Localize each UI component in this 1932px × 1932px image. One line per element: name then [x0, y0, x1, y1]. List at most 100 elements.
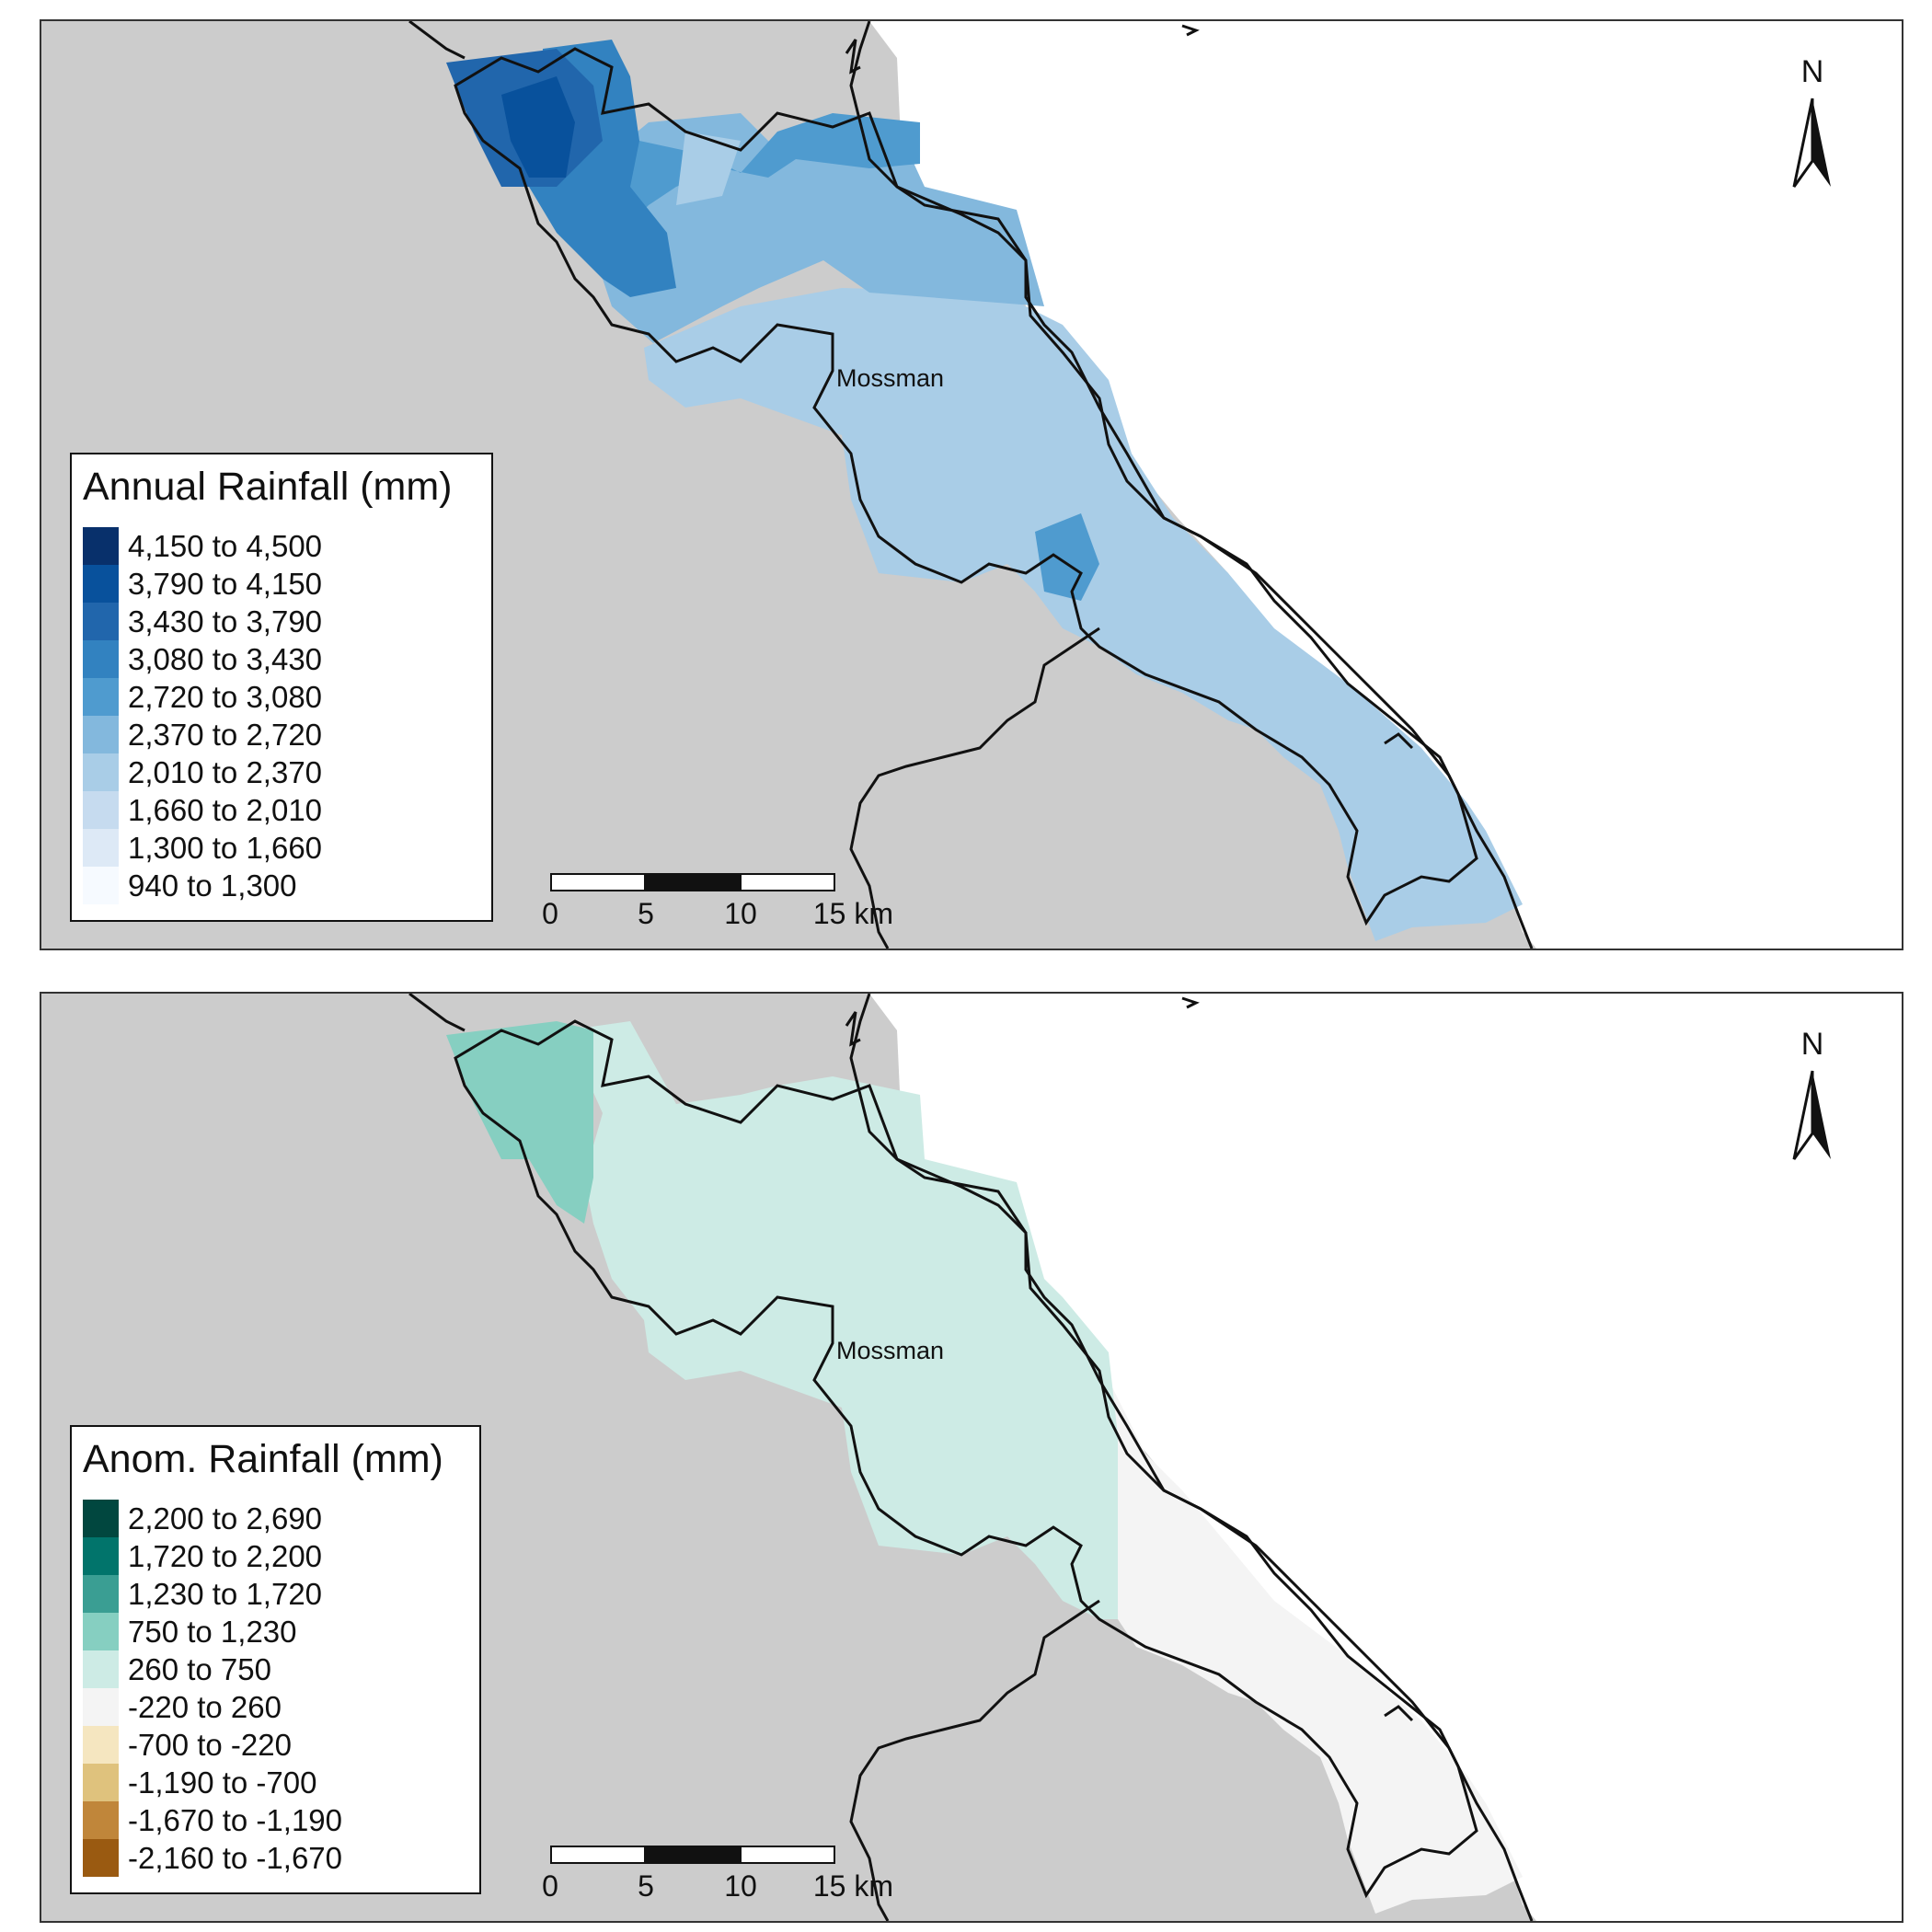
north-arrow: N — [1785, 54, 1840, 190]
legend-swatch — [83, 1801, 119, 1839]
legend-label: 3,080 to 3,430 — [128, 641, 323, 676]
raster-zone-2010-2370-patch — [676, 132, 741, 205]
legend-swatch — [83, 1764, 119, 1801]
rainfall-raster — [446, 40, 1523, 941]
scale-tick-label: 0 — [542, 897, 558, 930]
legend-swatch — [83, 1613, 119, 1650]
legend-item: 4,150 to 4,500 — [83, 527, 480, 565]
island — [1384, 1705, 1414, 1722]
scale-tick-label: 15 km — [812, 897, 893, 930]
raster-zone-2720-3080-patch — [1035, 513, 1099, 601]
scale-tick-label: 10 — [724, 897, 757, 930]
scale-segment — [644, 1846, 742, 1864]
legend-label: 1,230 to 1,720 — [128, 1576, 323, 1611]
legend-title: Annual Rainfall (mm) — [83, 465, 453, 509]
raster-zone-3790-4150 — [501, 76, 575, 178]
legend-label: 2,010 to 2,370 — [128, 754, 323, 789]
town-label: Mossman — [836, 364, 945, 392]
legend-item: 1,660 to 2,010 — [83, 791, 480, 829]
legend-swatch — [83, 716, 119, 753]
legend-item: 1,230 to 1,720 — [83, 1575, 468, 1613]
north-label: N — [1800, 54, 1824, 89]
legend-swatch — [83, 829, 119, 867]
legend-swatch — [83, 753, 119, 791]
legend-label: -1,670 to -1,190 — [128, 1802, 342, 1837]
legend-items: 2,200 to 2,690 1,720 to 2,200 1,230 to 1,7… — [83, 1500, 468, 1877]
coastline — [849, 994, 1534, 1921]
legend-item: -1,670 to -1,190 — [83, 1801, 468, 1839]
north-arrow-icon — [1792, 98, 1831, 188]
legend-label: 2,720 to 3,080 — [128, 679, 323, 714]
legend-item: 2,720 to 3,080 — [83, 678, 480, 716]
legend-item: -700 to -220 — [83, 1726, 468, 1764]
legend-swatch — [83, 1500, 119, 1537]
northern-boundary — [408, 21, 466, 60]
legend-label: 1,720 to 2,200 — [128, 1538, 323, 1573]
catchment-boundary — [454, 1019, 1478, 1899]
island — [1384, 732, 1414, 750]
scale-segment — [550, 1846, 646, 1864]
raster-zone-2010-2370 — [644, 288, 1523, 941]
anomaly-rainfall-map-panel: Mossman N Anom. Rainfall (mm) 2,200 to 2… — [40, 992, 1903, 1923]
legend-item: 1,300 to 1,660 — [83, 829, 480, 867]
town-label: Mossman — [836, 1337, 945, 1364]
annual-rainfall-map-panel: Mossman N Annual Rainfall (mm) 4,150 to … — [40, 19, 1903, 950]
legend-item: -220 to 260 — [83, 1688, 468, 1726]
legend-swatch — [83, 678, 119, 716]
legend-item: 260 to 750 — [83, 1650, 468, 1688]
catchment-boundary — [454, 47, 1478, 926]
legend-item: 1,720 to 2,200 — [83, 1537, 468, 1575]
legend-item: 3,790 to 4,150 — [83, 565, 480, 603]
legend: Anom. Rainfall (mm) 2,200 to 2,690 1,720 … — [70, 1425, 481, 1894]
scale-tick-label: 5 — [638, 1869, 654, 1903]
island — [1181, 996, 1200, 1009]
legend-label: -220 to 260 — [128, 1689, 282, 1724]
legend-label: 3,790 to 4,150 — [128, 566, 323, 601]
legend-item: 2,010 to 2,370 — [83, 753, 480, 791]
district-boundary — [849, 627, 1100, 949]
north-arrow-icon — [1792, 1070, 1831, 1160]
legend-item: 2,370 to 2,720 — [83, 716, 480, 753]
district-boundary — [849, 1599, 1100, 1921]
legend-label: 3,430 to 3,790 — [128, 604, 323, 638]
north-label: N — [1800, 1027, 1824, 1062]
legend-swatch — [83, 867, 119, 904]
legend-label: 4,150 to 4,500 — [128, 528, 323, 563]
legend-item: 2,200 to 2,690 — [83, 1500, 468, 1537]
scale-tick-label: 5 — [638, 897, 654, 930]
legend-title: Anom. Rainfall (mm) — [83, 1437, 443, 1481]
northern-boundary — [408, 994, 466, 1032]
legend-swatch — [83, 1688, 119, 1726]
scale-tick-label: 10 — [724, 1869, 757, 1903]
legend-label: 940 to 1,300 — [128, 868, 297, 903]
legend-label: 1,660 to 2,010 — [128, 792, 323, 827]
legend-swatch — [83, 603, 119, 640]
legend-label: -700 to -220 — [128, 1727, 292, 1762]
legend-swatch — [83, 1839, 119, 1877]
legend-item: 3,080 to 3,430 — [83, 640, 480, 678]
legend-label: -1,190 to -700 — [128, 1765, 317, 1800]
legend-label: 1,300 to 1,660 — [128, 830, 323, 865]
scale-tick-label: 15 km — [812, 1869, 893, 1903]
raster-zone-750-1230 — [446, 1021, 593, 1224]
raster-zone-2720-3080 — [584, 113, 920, 224]
legend-label: 2,200 to 2,690 — [128, 1501, 323, 1535]
legend-label: 2,370 to 2,720 — [128, 717, 323, 752]
scale-segment — [740, 873, 835, 891]
legend-swatch — [83, 640, 119, 678]
legend-label: 260 to 750 — [128, 1651, 271, 1686]
legend-item: -2,160 to -1,670 — [83, 1839, 468, 1877]
rainfall-raster — [446, 1021, 1523, 1914]
scale-segment — [550, 873, 646, 891]
scale-bar: 0 5 10 15 km — [542, 1846, 893, 1903]
legend-item: -1,190 to -700 — [83, 1764, 468, 1801]
legend-swatch — [83, 1537, 119, 1575]
legend: Annual Rainfall (mm) 4,150 to 4,500 3,790… — [70, 453, 493, 922]
scale-segment — [740, 1846, 835, 1864]
scale-bar: 0 5 10 15 km — [542, 873, 893, 930]
scale-segment — [644, 873, 742, 891]
legend-swatch — [83, 1650, 119, 1688]
coastline — [849, 21, 1534, 949]
legend-item: 750 to 1,230 — [83, 1613, 468, 1650]
legend-swatch — [83, 527, 119, 565]
